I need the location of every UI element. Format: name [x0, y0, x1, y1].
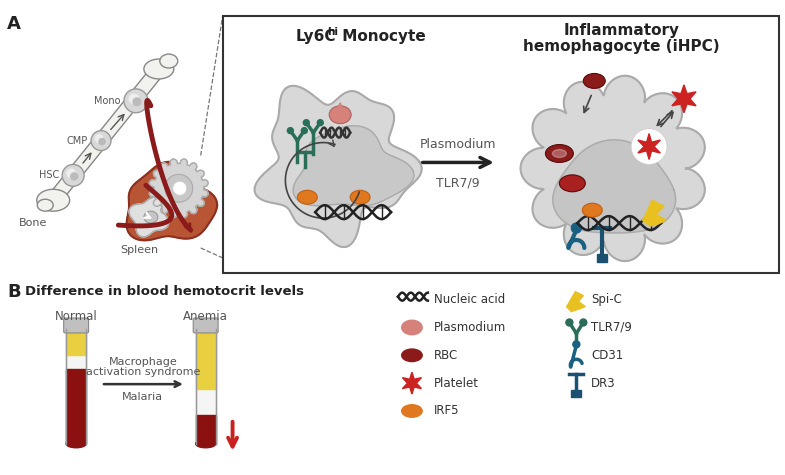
Ellipse shape	[546, 144, 573, 162]
Ellipse shape	[66, 440, 86, 448]
Text: TLR7/9: TLR7/9	[591, 321, 632, 334]
Text: activation syndrome: activation syndrome	[86, 367, 200, 377]
Ellipse shape	[350, 190, 370, 204]
Bar	[597, 254, 608, 262]
Ellipse shape	[144, 59, 173, 79]
Text: RBC: RBC	[434, 349, 458, 362]
Polygon shape	[403, 372, 422, 394]
Polygon shape	[672, 85, 696, 113]
Circle shape	[301, 128, 307, 133]
Text: Bone: Bone	[20, 218, 48, 228]
Text: Spi-C: Spi-C	[591, 293, 623, 306]
Text: Normal: Normal	[55, 311, 97, 323]
Text: Inflammatory: Inflammatory	[563, 23, 679, 38]
Text: Monocyte: Monocyte	[338, 29, 426, 44]
Bar	[223, 16, 779, 273]
Ellipse shape	[582, 203, 602, 217]
Polygon shape	[66, 330, 86, 355]
Text: Plasmodium: Plasmodium	[434, 321, 506, 334]
Ellipse shape	[329, 106, 351, 124]
Circle shape	[573, 341, 580, 348]
Polygon shape	[293, 126, 414, 206]
Text: CD31: CD31	[591, 349, 623, 362]
Ellipse shape	[401, 320, 423, 335]
Ellipse shape	[37, 189, 70, 211]
Text: Plasmodium: Plasmodium	[419, 137, 496, 151]
Circle shape	[580, 319, 587, 326]
Circle shape	[98, 138, 106, 145]
Text: hi: hi	[327, 27, 338, 37]
Polygon shape	[567, 292, 586, 312]
Ellipse shape	[195, 440, 216, 448]
Circle shape	[62, 164, 84, 186]
Circle shape	[94, 134, 104, 143]
Ellipse shape	[37, 199, 53, 211]
Polygon shape	[126, 162, 217, 240]
Text: TLR7/9: TLR7/9	[436, 176, 480, 190]
Circle shape	[631, 129, 667, 164]
Text: Malaria: Malaria	[122, 392, 163, 402]
Polygon shape	[638, 133, 660, 160]
Circle shape	[317, 120, 323, 126]
Polygon shape	[195, 415, 216, 444]
Ellipse shape	[298, 190, 317, 204]
Text: hemophagocyte (iHPC): hemophagocyte (iHPC)	[523, 39, 720, 54]
Circle shape	[165, 174, 192, 202]
Circle shape	[124, 89, 148, 113]
Ellipse shape	[583, 74, 605, 88]
Circle shape	[133, 97, 141, 106]
Text: A: A	[7, 15, 21, 33]
Text: DR3: DR3	[591, 377, 616, 389]
Text: Anemia: Anemia	[183, 311, 228, 323]
Text: Macrophage: Macrophage	[108, 357, 177, 367]
Bar	[571, 390, 582, 397]
Text: B: B	[7, 283, 21, 301]
Polygon shape	[335, 103, 345, 115]
Polygon shape	[48, 65, 164, 205]
Ellipse shape	[160, 54, 177, 68]
Ellipse shape	[560, 175, 586, 192]
Circle shape	[287, 128, 294, 133]
Polygon shape	[195, 330, 216, 389]
Circle shape	[566, 319, 573, 326]
Polygon shape	[66, 330, 86, 444]
Polygon shape	[553, 140, 676, 233]
Text: Ly6C: Ly6C	[295, 29, 336, 44]
FancyBboxPatch shape	[64, 318, 89, 333]
Polygon shape	[66, 370, 86, 444]
FancyBboxPatch shape	[193, 318, 218, 333]
Ellipse shape	[144, 211, 158, 223]
Circle shape	[66, 169, 76, 178]
Polygon shape	[149, 159, 208, 218]
Text: Mono: Mono	[94, 96, 121, 106]
Text: IRF5: IRF5	[434, 405, 459, 418]
Polygon shape	[195, 330, 216, 444]
Circle shape	[70, 172, 78, 180]
Ellipse shape	[553, 150, 567, 158]
Circle shape	[571, 223, 582, 233]
Polygon shape	[254, 86, 422, 247]
Polygon shape	[642, 200, 666, 226]
Polygon shape	[520, 76, 705, 261]
Circle shape	[91, 131, 111, 151]
Circle shape	[173, 181, 187, 195]
Text: Nucleic acid: Nucleic acid	[434, 293, 505, 306]
Circle shape	[129, 94, 139, 104]
Text: Difference in blood hemotocrit levels: Difference in blood hemotocrit levels	[25, 285, 305, 298]
Circle shape	[303, 120, 309, 126]
Text: Spleen: Spleen	[120, 245, 158, 255]
Ellipse shape	[401, 348, 423, 362]
Polygon shape	[129, 197, 169, 237]
Text: Platelet: Platelet	[434, 377, 479, 389]
Text: HSC: HSC	[39, 171, 59, 180]
Ellipse shape	[401, 404, 423, 418]
Text: CMP: CMP	[67, 135, 88, 145]
